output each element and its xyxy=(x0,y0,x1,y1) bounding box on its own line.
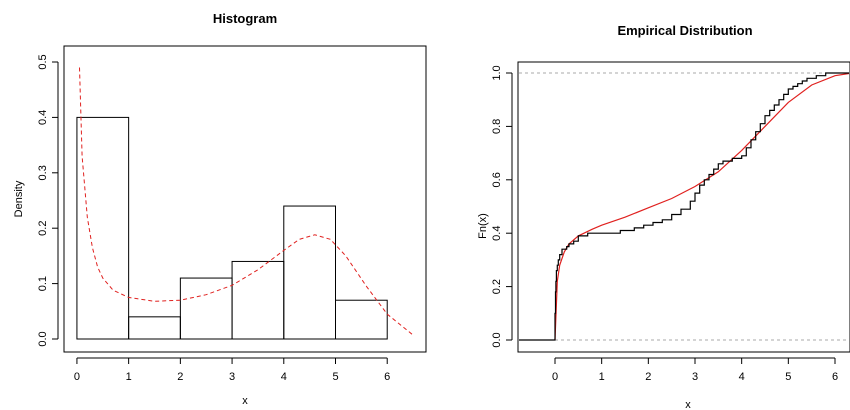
ecdf-x-tick-label: 6 xyxy=(832,371,838,383)
ecdf-x-tick-label: 3 xyxy=(692,371,698,383)
histogram-bar xyxy=(179,277,233,340)
ecdf-y-axis: 0.0 0.2 0.4 0.6 0.8 1.0 xyxy=(491,65,513,348)
histogram-bar xyxy=(76,116,130,340)
histogram-x-label: x xyxy=(242,395,248,407)
histogram-x-axis: 0 1 2 3 4 5 6 xyxy=(74,357,390,383)
ecdf-panel: Empirical Distribution 0 1 2 3 4 5 6 0.0 0.2 0.4… xyxy=(477,23,850,410)
histogram-title: Histogram xyxy=(213,11,277,26)
ecdf-x-tick-label: 1 xyxy=(599,371,605,383)
histogram-bars xyxy=(76,116,388,340)
ecdf-y-label: Fn(x) xyxy=(477,213,489,239)
ecdf-y-tick-label: 0.6 xyxy=(491,172,503,187)
histogram-y-tick-label: 0.2 xyxy=(37,221,49,236)
ecdf-x-axis: 0 1 2 3 4 5 6 xyxy=(552,357,838,383)
ecdf-plot-frame xyxy=(517,61,850,353)
histogram-x-tick-label: 1 xyxy=(126,371,132,383)
ecdf-y-tick-label: 0.4 xyxy=(491,226,503,241)
histogram-y-axis: 0.0 0.1 0.2 0.3 0.4 0.5 xyxy=(37,54,59,347)
histogram-y-tick-label: 0.3 xyxy=(37,165,49,180)
histogram-panel: Histogram 0 1 2 3 4 5 6 0.0 0.1 0.2 0.3 0.4 0.5 x D… xyxy=(13,11,427,407)
histogram-x-tick-label: 3 xyxy=(229,371,235,383)
ecdf-y-tick-label: 0.8 xyxy=(491,119,503,134)
histogram-y-tick-label: 0.5 xyxy=(37,54,49,69)
ecdf-x-tick-label: 5 xyxy=(785,371,791,383)
histogram-density-curve xyxy=(79,67,414,336)
ecdf-reference-lines xyxy=(519,72,849,341)
histogram-bar xyxy=(283,205,336,340)
ecdf-fitted-cdf-curve xyxy=(554,72,850,341)
ecdf-y-tick-label: 0.0 xyxy=(491,332,503,347)
ecdf-y-tick-label: 0.2 xyxy=(491,279,503,294)
ecdf-y-tick-label: 1.0 xyxy=(491,65,503,80)
ecdf-x-tick-label: 4 xyxy=(739,371,745,383)
histogram-bar xyxy=(231,260,285,340)
histogram-bar xyxy=(335,299,388,340)
histogram-y-tick-label: 0.0 xyxy=(37,331,49,346)
histogram-x-tick-label: 0 xyxy=(74,371,80,383)
histogram-x-tick-label: 2 xyxy=(177,371,183,383)
ecdf-step-line xyxy=(519,72,849,341)
histogram-x-tick-label: 4 xyxy=(281,371,287,383)
histogram-x-tick-label: 5 xyxy=(332,371,338,383)
histogram-plot-frame xyxy=(63,45,427,353)
histogram-y-label: Density xyxy=(13,180,25,217)
histogram-y-tick-label: 0.1 xyxy=(37,276,49,291)
ecdf-x-label: x xyxy=(685,399,691,410)
ecdf-x-tick-label: 0 xyxy=(552,371,558,383)
histogram-x-tick-label: 6 xyxy=(384,371,390,383)
histogram-bar xyxy=(128,316,181,340)
ecdf-title: Empirical Distribution xyxy=(617,23,752,38)
ecdf-x-tick-label: 2 xyxy=(645,371,651,383)
histogram-y-tick-label: 0.4 xyxy=(37,110,49,125)
